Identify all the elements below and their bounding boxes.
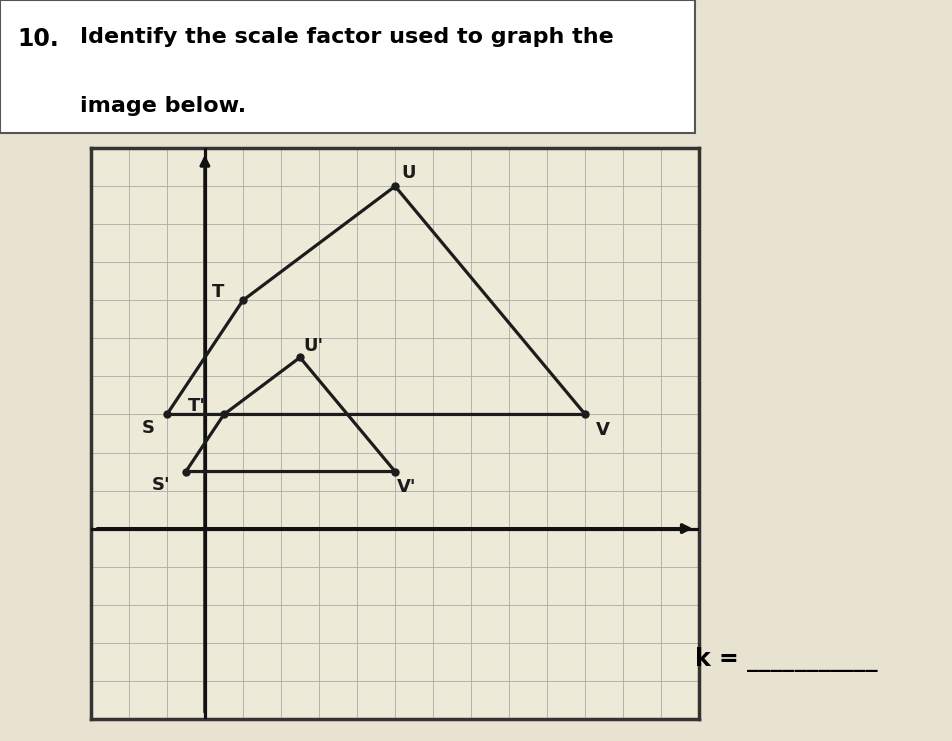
Text: Identify the scale factor used to graph the: Identify the scale factor used to graph … bbox=[80, 27, 614, 47]
Text: T': T' bbox=[188, 397, 207, 415]
Text: T: T bbox=[212, 283, 225, 301]
Text: U': U' bbox=[304, 337, 324, 355]
Text: S': S' bbox=[151, 476, 170, 494]
Text: V': V' bbox=[397, 478, 416, 496]
Text: k = ___________: k = ___________ bbox=[695, 647, 878, 672]
Text: U: U bbox=[401, 164, 416, 182]
Text: 10.: 10. bbox=[17, 27, 59, 50]
Text: S: S bbox=[141, 419, 154, 436]
Text: image below.: image below. bbox=[80, 96, 246, 116]
Text: V: V bbox=[595, 421, 609, 439]
